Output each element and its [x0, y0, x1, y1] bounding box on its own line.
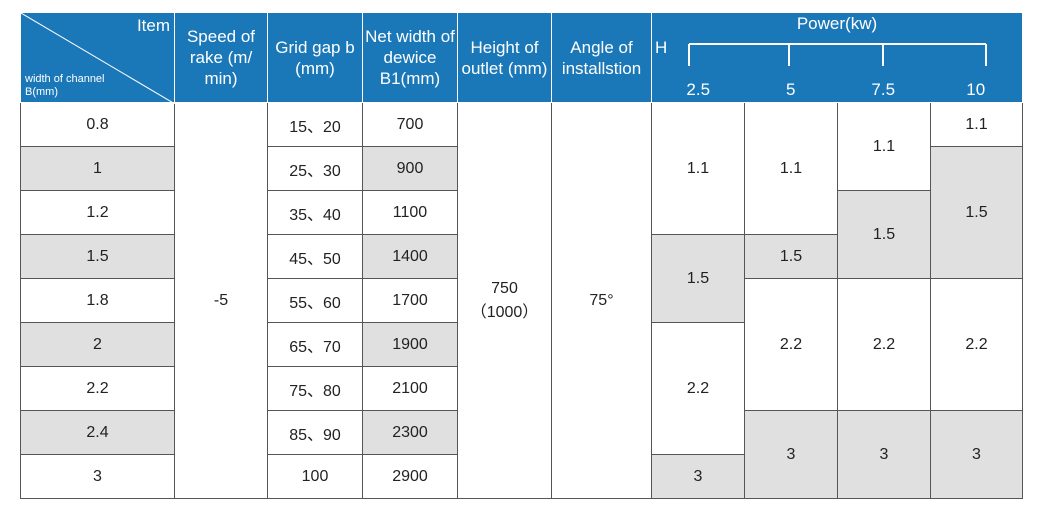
height-line: （1000） — [470, 303, 539, 321]
angle-header: Angle of installstion — [551, 12, 652, 103]
spec-table: Item width of channel B(mm) Speed of rak… — [20, 12, 1023, 499]
power-level: 7.5 — [871, 80, 896, 99]
header-row: Item width of channel B(mm) Speed of rak… — [20, 12, 1023, 104]
width-cell: 3 — [20, 454, 175, 499]
grid-gap-cell: 85、90 — [267, 410, 363, 455]
grid-gap-cell: 55、60 — [267, 278, 363, 323]
net-width-cell: 700 — [362, 102, 458, 147]
net-width-cell: 1900 — [362, 322, 458, 367]
net-width-cell: 1700 — [362, 278, 458, 323]
power-cell: 1.1 — [744, 102, 838, 235]
power-cell: 1.1 — [651, 102, 745, 235]
grid-gap-cell: 100 — [267, 454, 363, 499]
net-width-cell: 900 — [362, 146, 458, 191]
net-width-cell: 2900 — [362, 454, 458, 499]
bracket — [688, 43, 987, 66]
grid-gap-cell: 45、50 — [267, 234, 363, 279]
power-cell: 1.5 — [837, 190, 931, 279]
net-width-cell: 2300 — [362, 410, 458, 455]
net-width-cell: 2100 — [362, 366, 458, 411]
power-cell: 1.1 — [930, 102, 1023, 147]
row: 3 100 2900 3 — [20, 454, 1023, 499]
width-cell: 1.5 — [20, 234, 175, 279]
width-cell: 2.2 — [20, 366, 175, 411]
width-cell: 2 — [20, 322, 175, 367]
row: 1 25、30 900 1.5 — [20, 146, 1023, 279]
grid-gap-cell: 35、40 — [267, 190, 363, 235]
width-cell: 1.8 — [20, 278, 175, 323]
power-cell: 3 — [651, 454, 745, 499]
speed-header: Speed of rake (m/ min) — [174, 12, 268, 103]
height-line: 750 — [491, 279, 518, 297]
row: 2 65、70 1900 2.2 — [20, 322, 1023, 455]
corner-cell: Item width of channel B(mm) — [20, 12, 175, 104]
power-cell: 3 — [837, 410, 931, 499]
row: 1.2 35、40 1100 1.5 — [20, 190, 1023, 279]
h-label: H — [655, 38, 668, 57]
power-cell: 3 — [744, 410, 838, 499]
width-cell: 1 — [20, 146, 175, 191]
power-cell: 1.5 — [744, 234, 838, 279]
net-width-cell: 1100 — [362, 190, 458, 235]
grid-gap-cell: 25、30 — [267, 146, 363, 191]
power-cell: 1.5 — [930, 146, 1023, 279]
row: 0.8 -5 15、20 700 750 （1000） 75° 1.1 1.1 1.1 1.1 — [20, 102, 1023, 499]
height-cell: 750 （1000） — [457, 102, 552, 499]
width-cell: 0.8 — [20, 102, 175, 147]
power-cell: 2.2 — [651, 322, 745, 455]
row: 1.5 45、50 1400 1.5 1.5 — [20, 234, 1023, 323]
row: 1.8 55、60 1700 2.2 2.2 2.2 — [20, 278, 1023, 411]
speed-cell: -5 — [174, 102, 268, 499]
diagonal — [21, 13, 175, 104]
net-width-cell: 1400 — [362, 234, 458, 279]
net-width-header: Net width of dewice B1(mm) — [362, 12, 458, 103]
row: 2.4 85、90 2300 3 3 3 — [20, 410, 1023, 499]
table-body: 0.8 -5 15、20 700 750 （1000） 75° 1.1 1.1 1.1 1.1 1 25… — [20, 102, 1023, 499]
power-level: 5 — [786, 80, 796, 99]
power-cell: 1.5 — [651, 234, 745, 323]
item-label: Item — [136, 16, 170, 35]
channel-label: width of channel B(mm) — [25, 73, 105, 98]
power-levels: 2.5 5 7.5 10 — [652, 79, 1022, 100]
power-header: Power(kw) H 2.5 5 7.5 10 — [651, 12, 1023, 103]
grid-gap-cell: 15、20 — [267, 102, 363, 147]
angle-cell: 75° — [551, 102, 652, 499]
power-title: Power(kw) — [796, 14, 878, 33]
width-cell: 1.2 — [20, 190, 175, 235]
power-cell: 2.2 — [930, 278, 1023, 411]
width-cell: 2.4 — [20, 410, 175, 455]
grid-gap-cell: 65、70 — [267, 322, 363, 367]
height-header: Height of outlet (mm) — [457, 12, 552, 103]
grid-gap-header: Grid gap b (mm) — [267, 12, 363, 103]
power-cell: 2.2 — [837, 278, 931, 411]
power-level: 2.5 — [686, 80, 711, 99]
power-cell: 1.1 — [837, 102, 931, 191]
grid-gap-cell: 75、80 — [267, 366, 363, 411]
power-cell: 2.2 — [744, 278, 838, 411]
power-level: 10 — [966, 80, 986, 99]
power-cell: 3 — [930, 410, 1023, 499]
